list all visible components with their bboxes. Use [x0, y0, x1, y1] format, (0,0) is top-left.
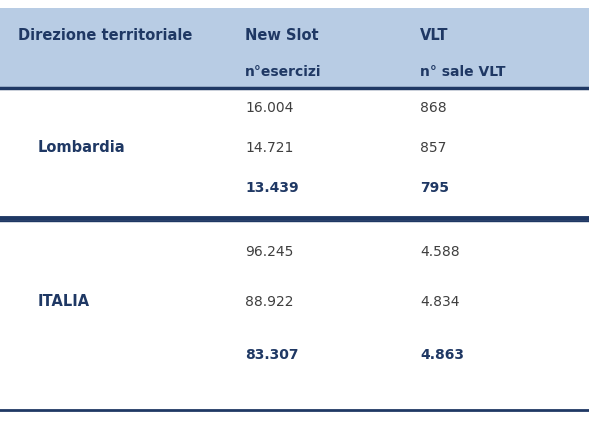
Text: 96.245: 96.245 — [245, 245, 293, 259]
Text: 13.439: 13.439 — [245, 181, 299, 195]
Text: 868: 868 — [420, 101, 446, 115]
Text: 14.721: 14.721 — [245, 141, 293, 155]
Text: 857: 857 — [420, 141, 446, 155]
Text: 4.834: 4.834 — [420, 295, 459, 309]
Text: 83.307: 83.307 — [245, 348, 299, 362]
Text: 4.588: 4.588 — [420, 245, 459, 259]
Text: New Slot: New Slot — [245, 27, 319, 43]
Text: n°esercizi: n°esercizi — [245, 65, 322, 79]
Text: Lombardia: Lombardia — [38, 141, 125, 155]
FancyBboxPatch shape — [0, 8, 589, 88]
Text: VLT: VLT — [420, 27, 448, 43]
Text: 88.922: 88.922 — [245, 295, 293, 309]
Text: 795: 795 — [420, 181, 449, 195]
Text: Direzione territoriale: Direzione territoriale — [18, 27, 193, 43]
Text: 16.004: 16.004 — [245, 101, 293, 115]
Text: n° sale VLT: n° sale VLT — [420, 65, 505, 79]
Text: 4.863: 4.863 — [420, 348, 464, 362]
Text: ITALIA: ITALIA — [38, 295, 90, 309]
